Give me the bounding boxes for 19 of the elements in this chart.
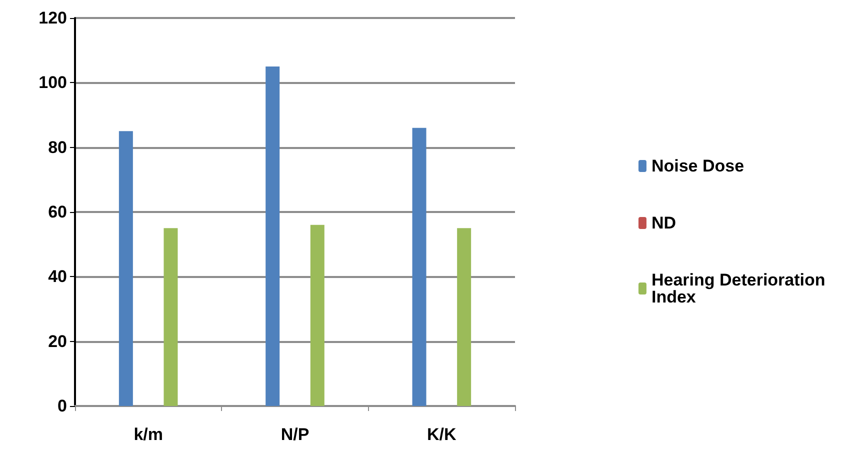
y-tick-label: 40 — [48, 267, 67, 286]
bar — [118, 131, 133, 406]
legend-label: Noise Dose — [651, 156, 744, 176]
x-tick-label: K/K — [427, 425, 458, 444]
x-tick-label: k/m — [134, 425, 163, 444]
y-tick-label: 20 — [48, 332, 67, 351]
y-tick-label: 120 — [38, 8, 67, 28]
bar — [310, 224, 324, 406]
legend-label: ND — [651, 214, 676, 232]
bar — [266, 66, 280, 406]
bar — [164, 228, 178, 406]
y-tick-label: 60 — [48, 202, 67, 222]
bar — [457, 228, 472, 406]
y-tick-label: 80 — [48, 138, 67, 157]
legend-label: Hearing Deterioration Index — [651, 270, 830, 306]
y-tick-label: 0 — [58, 396, 67, 416]
bar — [412, 128, 426, 406]
y-tick-label: 100 — [38, 73, 67, 92]
x-tick-label: N/P — [280, 425, 310, 444]
